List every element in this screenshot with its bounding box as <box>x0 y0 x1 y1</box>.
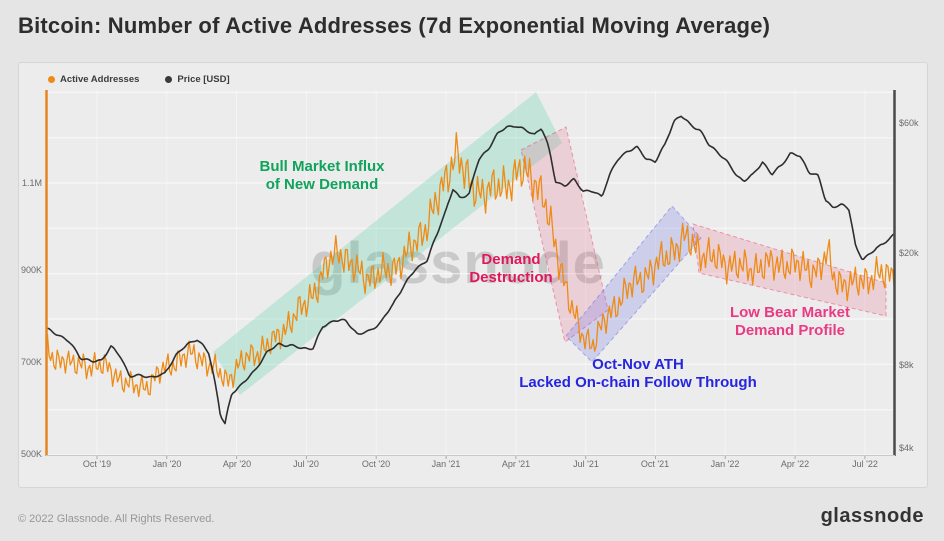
y-right-tick: $60k <box>899 118 919 128</box>
y-left-tick: 700K <box>20 357 42 367</box>
x-tick: Apr '21 <box>501 459 531 469</box>
annotation-line: Demand <box>481 251 541 268</box>
x-tick: Apr '20 <box>222 459 252 469</box>
y-left-tick: 500K <box>20 449 42 459</box>
x-tick: Jul '22 <box>852 459 878 469</box>
y-left-tick: 1.1M <box>21 178 42 188</box>
x-tick: Jan '22 <box>710 459 740 469</box>
annotation-demand-destruction: Demand Destruction <box>421 251 601 287</box>
y-right-tick: $4k <box>899 443 914 453</box>
y-right-tick: $8k <box>899 360 914 370</box>
annotation-line: Lacked On-chain Follow Through <box>519 374 757 391</box>
x-tick: Oct '21 <box>640 459 670 469</box>
page-title: Bitcoin: Number of Active Addresses (7d … <box>18 13 771 38</box>
legend-item-active-addresses[interactable]: Active Addresses <box>48 74 139 85</box>
x-tick: Oct '20 <box>361 459 391 469</box>
annotation-low-bear-market: Low Bear Market Demand Profile <box>695 304 885 340</box>
x-tick: Jan '21 <box>431 459 461 469</box>
footer-copyright: © 2022 Glassnode. All Rights Reserved. <box>18 513 215 525</box>
annotation-line: of New Demand <box>265 176 379 193</box>
x-tick: Apr '22 <box>780 459 810 469</box>
x-tick: Oct '19 <box>82 459 112 469</box>
y-right-tick: $20k <box>899 248 919 258</box>
annotation-oct-nov-ath: Oct-Nov ATH Lacked On-chain Follow Throu… <box>487 356 789 392</box>
legend-label: Active Addresses <box>60 74 140 85</box>
legend-item-price-usd[interactable]: Price [USD] <box>165 74 230 85</box>
annotation-line: Demand Profile <box>734 322 846 339</box>
x-tick: Jan '20 <box>152 459 182 469</box>
annotation-line: Low Bear Market <box>729 304 851 321</box>
y-left-tick: 900K <box>20 265 42 275</box>
x-tick: Jul '21 <box>573 459 599 469</box>
annotation-line: Destruction <box>469 269 553 286</box>
glassnode-logo[interactable]: glassnode <box>820 505 924 527</box>
annotation-line: Bull Market Influx <box>259 158 385 175</box>
price-usd-swatch-icon <box>165 76 173 83</box>
annotation-bull-market-influx: Bull Market Influx of New Demand <box>212 158 432 194</box>
x-tick: Jul '20 <box>293 459 319 469</box>
chart-legend: Active Addresses Price [USD] <box>48 74 230 85</box>
active-addresses-swatch-icon <box>48 76 55 83</box>
legend-label: Price [USD] <box>177 74 230 85</box>
annotation-line: Oct-Nov ATH <box>592 356 684 373</box>
